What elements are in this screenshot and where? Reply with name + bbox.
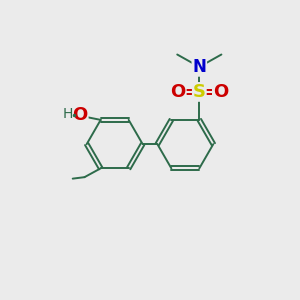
Text: S: S [193, 83, 206, 101]
Text: H: H [62, 107, 73, 121]
Text: N: N [192, 58, 206, 76]
Text: O: O [213, 83, 228, 101]
Text: O: O [170, 83, 186, 101]
Text: O: O [72, 106, 88, 124]
